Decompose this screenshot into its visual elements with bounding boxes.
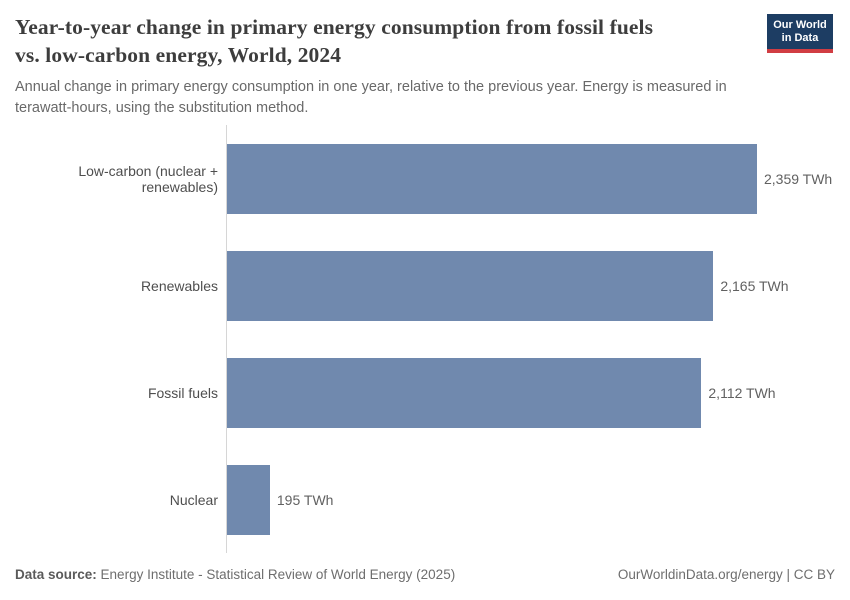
bar-track: 2,165 TWh	[226, 232, 850, 339]
bar-fossil-fuels[interactable]	[226, 357, 702, 428]
bar-chart: Low-carbon (nuclear + renewables) 2,359 T…	[0, 125, 850, 553]
category-label-fossil-fuels: Fossil fuels	[147, 384, 218, 401]
bar-nuclear[interactable]	[226, 464, 270, 535]
bar-track: 195 TWh	[226, 446, 850, 553]
category-label-low-carbon-nuclear-renewables: Low-carbon (nuclear + renewables)	[78, 162, 218, 195]
page-footer: Data source: Energy Institute - Statisti…	[15, 567, 835, 582]
bar-renewables[interactable]	[226, 250, 714, 321]
bar-low-carbon-nuclear-renewables[interactable]	[226, 143, 757, 214]
category-label-renewables: Renewables	[140, 277, 218, 294]
bar-row-fossil-fuels: Fossil fuels 2,112 TWh	[0, 339, 850, 446]
value-label-low-carbon-nuclear-renewables: 2,359 TWh	[764, 170, 833, 187]
chart-title: Year-to-year change in primary energy co…	[15, 15, 654, 68]
data-source-text: Energy Institute - Statistical Review of…	[100, 567, 456, 582]
chart-subtitle: Annual change in primary energy consumpt…	[15, 79, 727, 117]
value-label-nuclear: 195 TWh	[276, 491, 334, 508]
owid-logo-line2: in Data	[781, 32, 819, 45]
bar-track: 2,359 TWh	[226, 125, 850, 232]
data-source-label: Data source:	[15, 567, 97, 582]
data-source: Data source: Energy Institute - Statisti…	[15, 567, 455, 582]
bar-track: 2,112 TWh	[226, 339, 850, 446]
bar-row-nuclear: Nuclear 195 TWh	[0, 446, 850, 553]
value-label-renewables: 2,165 TWh	[720, 277, 789, 294]
owid-logo-line1: Our World	[773, 19, 827, 31]
credit-link[interactable]: OurWorldinData.org/energy | CC BY	[617, 567, 835, 582]
bar-chart-rows: Low-carbon (nuclear + renewables) 2,359 T…	[0, 125, 850, 553]
y-axis-line	[226, 125, 227, 553]
bar-row-low-carbon-nuclear-renewables: Low-carbon (nuclear + renewables) 2,359 T…	[0, 125, 850, 232]
value-label-fossil-fuels: 2,112 TWh	[708, 384, 776, 401]
owid-logo: Our World in Data	[767, 14, 833, 54]
category-label-nuclear: Nuclear	[169, 491, 218, 508]
bar-row-renewables: Renewables 2,165 TWh	[0, 232, 850, 339]
